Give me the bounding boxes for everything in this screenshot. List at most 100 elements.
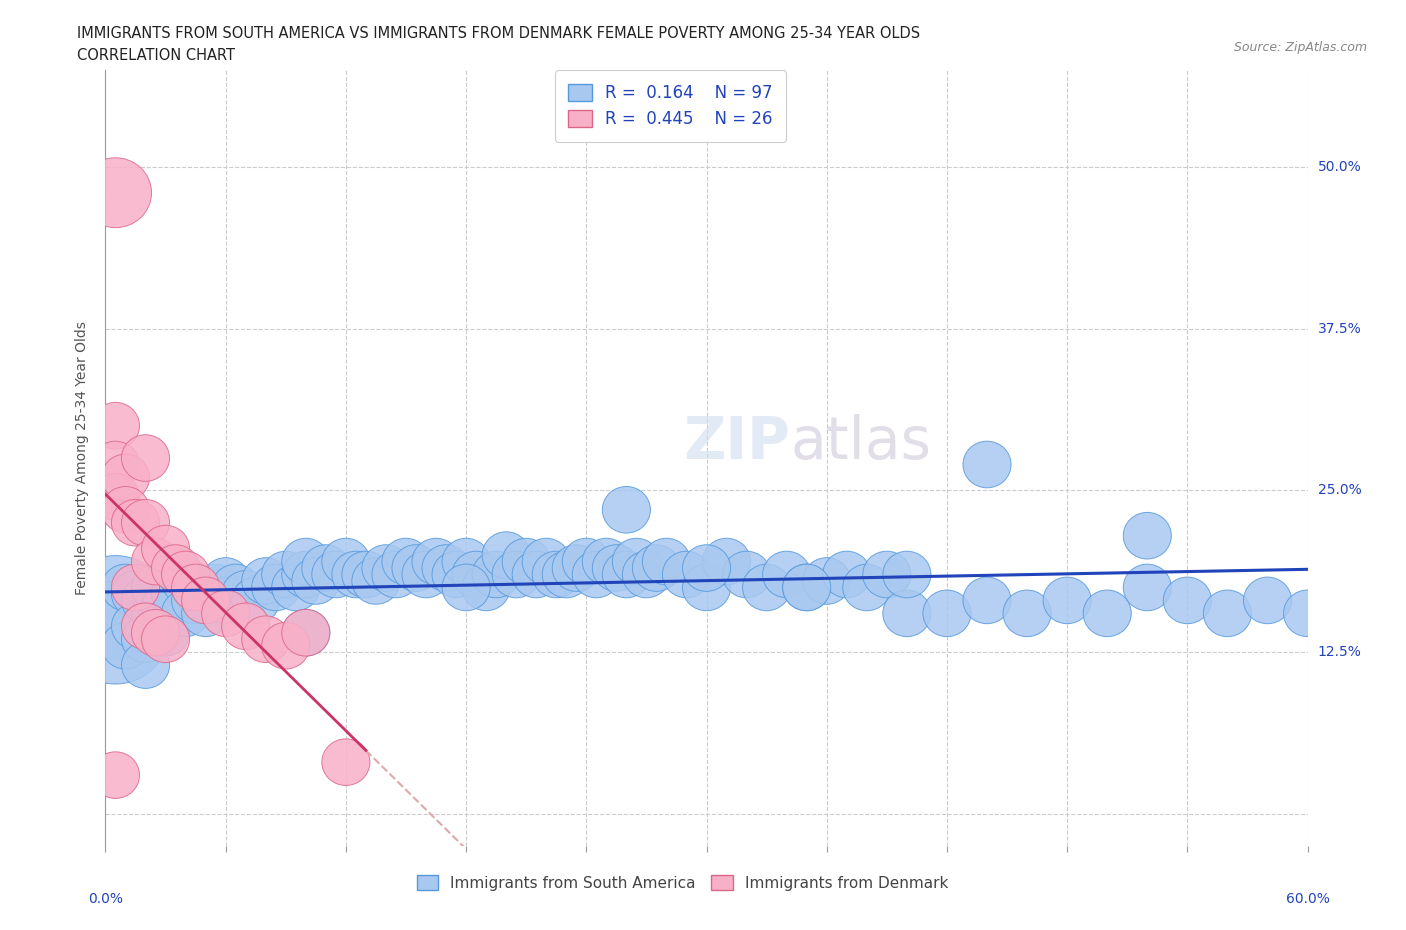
- Ellipse shape: [281, 609, 330, 656]
- Ellipse shape: [1243, 578, 1292, 624]
- Ellipse shape: [121, 578, 170, 624]
- Ellipse shape: [1123, 512, 1171, 559]
- Legend: Immigrants from South America, Immigrants from Denmark: Immigrants from South America, Immigrant…: [411, 869, 955, 897]
- Ellipse shape: [79, 158, 152, 228]
- Ellipse shape: [132, 590, 180, 637]
- Ellipse shape: [162, 590, 209, 637]
- Ellipse shape: [281, 609, 330, 656]
- Ellipse shape: [482, 532, 530, 578]
- Ellipse shape: [312, 551, 360, 598]
- Ellipse shape: [553, 545, 600, 591]
- Ellipse shape: [703, 538, 751, 585]
- Ellipse shape: [111, 565, 159, 611]
- Ellipse shape: [623, 551, 671, 598]
- Ellipse shape: [201, 590, 250, 637]
- Ellipse shape: [723, 551, 770, 598]
- Ellipse shape: [101, 454, 149, 500]
- Text: 37.5%: 37.5%: [1317, 322, 1361, 336]
- Text: 0.0%: 0.0%: [89, 892, 122, 906]
- Ellipse shape: [262, 551, 309, 598]
- Text: CORRELATION CHART: CORRELATION CHART: [77, 48, 235, 63]
- Ellipse shape: [222, 571, 270, 618]
- Ellipse shape: [633, 545, 681, 591]
- Ellipse shape: [682, 565, 731, 611]
- Ellipse shape: [91, 403, 139, 449]
- Ellipse shape: [172, 565, 219, 611]
- Ellipse shape: [502, 538, 550, 585]
- Ellipse shape: [111, 571, 159, 618]
- Ellipse shape: [382, 538, 430, 585]
- Ellipse shape: [152, 545, 200, 591]
- Ellipse shape: [432, 551, 479, 598]
- Ellipse shape: [101, 486, 149, 533]
- Ellipse shape: [111, 603, 159, 649]
- Ellipse shape: [762, 551, 811, 598]
- Ellipse shape: [422, 545, 470, 591]
- Ellipse shape: [883, 590, 931, 637]
- Ellipse shape: [181, 571, 229, 618]
- Ellipse shape: [91, 473, 139, 520]
- Ellipse shape: [262, 622, 309, 669]
- Ellipse shape: [963, 441, 1011, 488]
- Ellipse shape: [643, 538, 690, 585]
- Ellipse shape: [132, 565, 180, 611]
- Ellipse shape: [63, 555, 169, 658]
- Ellipse shape: [152, 571, 200, 618]
- Ellipse shape: [441, 565, 491, 611]
- Ellipse shape: [181, 590, 229, 637]
- Ellipse shape: [463, 565, 510, 611]
- Ellipse shape: [842, 565, 891, 611]
- Text: 12.5%: 12.5%: [1317, 645, 1361, 659]
- Ellipse shape: [361, 545, 411, 591]
- Ellipse shape: [533, 551, 581, 598]
- Ellipse shape: [742, 565, 790, 611]
- Ellipse shape: [91, 751, 139, 799]
- Ellipse shape: [1284, 590, 1331, 637]
- Ellipse shape: [121, 603, 170, 649]
- Ellipse shape: [172, 578, 219, 624]
- Text: ZIP: ZIP: [683, 414, 790, 471]
- Text: IMMIGRANTS FROM SOUTH AMERICA VS IMMIGRANTS FROM DENMARK FEMALE POVERTY AMONG 25: IMMIGRANTS FROM SOUTH AMERICA VS IMMIGRA…: [77, 26, 921, 41]
- Ellipse shape: [492, 551, 540, 598]
- Ellipse shape: [271, 565, 319, 611]
- Ellipse shape: [201, 578, 250, 624]
- Ellipse shape: [242, 616, 290, 662]
- Ellipse shape: [101, 565, 149, 611]
- Ellipse shape: [222, 603, 270, 649]
- Ellipse shape: [142, 583, 190, 631]
- Text: Source: ZipAtlas.com: Source: ZipAtlas.com: [1233, 41, 1367, 54]
- Ellipse shape: [201, 558, 250, 604]
- Ellipse shape: [121, 616, 170, 662]
- Ellipse shape: [572, 551, 620, 598]
- Ellipse shape: [121, 434, 170, 482]
- Ellipse shape: [1123, 565, 1171, 611]
- Ellipse shape: [132, 609, 180, 656]
- Ellipse shape: [402, 551, 450, 598]
- Ellipse shape: [352, 558, 399, 604]
- Ellipse shape: [1163, 578, 1212, 624]
- Ellipse shape: [392, 545, 440, 591]
- Text: atlas: atlas: [790, 414, 932, 471]
- Y-axis label: Female Poverty Among 25-34 Year Olds: Female Poverty Among 25-34 Year Olds: [76, 321, 90, 595]
- Ellipse shape: [142, 616, 190, 662]
- Ellipse shape: [1083, 590, 1132, 637]
- Ellipse shape: [592, 545, 640, 591]
- Ellipse shape: [922, 590, 972, 637]
- Ellipse shape: [1002, 590, 1052, 637]
- Ellipse shape: [281, 538, 330, 585]
- Text: 25.0%: 25.0%: [1317, 484, 1361, 498]
- Ellipse shape: [162, 551, 209, 598]
- Ellipse shape: [91, 441, 139, 488]
- Ellipse shape: [783, 565, 831, 611]
- Text: 50.0%: 50.0%: [1317, 160, 1361, 174]
- Ellipse shape: [823, 551, 870, 598]
- Ellipse shape: [322, 738, 370, 786]
- Ellipse shape: [142, 609, 190, 656]
- Ellipse shape: [342, 551, 389, 598]
- Ellipse shape: [472, 551, 520, 598]
- Ellipse shape: [322, 538, 370, 585]
- Ellipse shape: [883, 551, 931, 598]
- Ellipse shape: [543, 551, 591, 598]
- Ellipse shape: [181, 578, 229, 624]
- Ellipse shape: [232, 578, 280, 624]
